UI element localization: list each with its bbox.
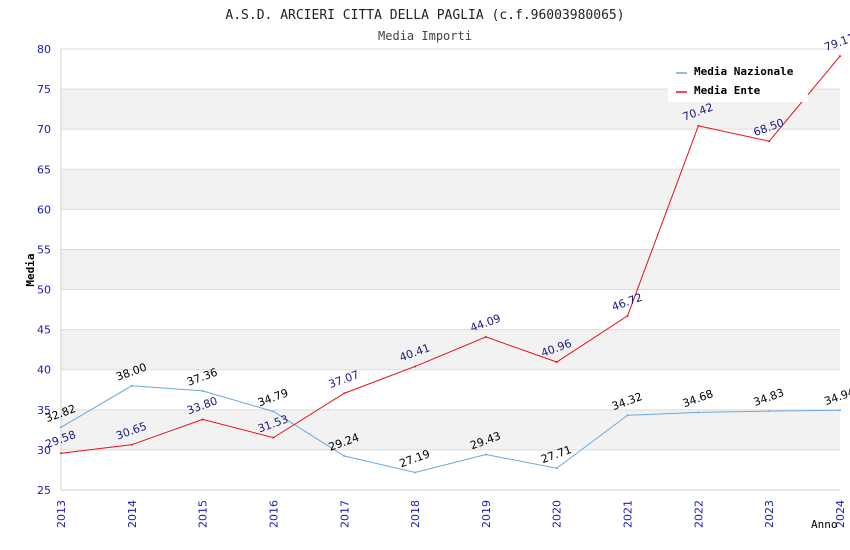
y-tick-label: 65 bbox=[37, 163, 51, 176]
data-point bbox=[130, 443, 133, 446]
data-point bbox=[201, 389, 204, 392]
data-label: 46.72 bbox=[610, 291, 644, 314]
data-label: 34.94 bbox=[823, 385, 850, 408]
data-point bbox=[130, 384, 133, 387]
data-label: 34.79 bbox=[256, 386, 290, 409]
legend-box bbox=[668, 60, 808, 102]
y-tick-label: 25 bbox=[37, 484, 51, 497]
x-tick-label: 2020 bbox=[551, 500, 564, 528]
axes bbox=[60, 49, 840, 491]
grid-band bbox=[61, 409, 840, 450]
x-tick-label: 2018 bbox=[409, 500, 422, 528]
x-axis-label: Anno bbox=[811, 518, 838, 531]
y-tick-label: 70 bbox=[37, 123, 51, 136]
data-point bbox=[626, 314, 629, 317]
data-point bbox=[839, 55, 841, 58]
data-point bbox=[201, 418, 204, 421]
y-tick-label: 45 bbox=[37, 324, 51, 337]
x-tick-label: 2019 bbox=[480, 500, 493, 528]
data-point bbox=[343, 392, 346, 395]
data-point bbox=[343, 455, 346, 458]
data-point bbox=[555, 361, 558, 364]
chart-subtitle: Media Importi bbox=[378, 29, 472, 43]
data-point bbox=[414, 471, 417, 474]
data-label: 79.11 bbox=[823, 31, 850, 54]
data-point bbox=[697, 124, 700, 127]
legend-label-media-ente: Media Ente bbox=[694, 84, 761, 97]
legend: Media Nazionale Media Ente bbox=[668, 60, 808, 102]
data-label: 27.19 bbox=[398, 447, 432, 470]
y-tick-label: 50 bbox=[37, 284, 51, 297]
grid-band bbox=[61, 329, 840, 370]
data-point bbox=[626, 414, 629, 417]
data-point bbox=[484, 335, 487, 338]
y-tick-label: 75 bbox=[37, 83, 51, 96]
y-tick-label: 80 bbox=[37, 43, 51, 56]
data-point bbox=[484, 453, 487, 456]
grid-band bbox=[61, 249, 840, 290]
data-point bbox=[60, 426, 62, 429]
y-tick-label: 40 bbox=[37, 364, 51, 377]
chart-title: A.S.D. ARCIERI CITTA DELLA PAGLIA (c.f.9… bbox=[225, 8, 624, 23]
data-point bbox=[768, 410, 771, 413]
x-tick-label: 2022 bbox=[692, 500, 705, 528]
x-tick-label: 2014 bbox=[126, 500, 139, 528]
legend-label-media-nazionale: Media Nazionale bbox=[694, 65, 794, 78]
x-tick-labels: 2013 2014 2015 2016 2017 2018 2019 2020 2021 2022… bbox=[55, 500, 847, 528]
series-line-media-nazionale bbox=[60, 385, 841, 473]
data-label: 34.83 bbox=[752, 386, 786, 409]
y-tick-label: 30 bbox=[37, 444, 51, 457]
y-tick-label: 55 bbox=[37, 243, 51, 256]
background-bands bbox=[61, 89, 840, 450]
x-tick-label: 2015 bbox=[197, 500, 210, 528]
data-point bbox=[839, 409, 841, 412]
data-point bbox=[768, 140, 771, 143]
data-point bbox=[555, 467, 558, 470]
series-line-media-ente bbox=[60, 55, 841, 454]
x-tick-label: 2016 bbox=[267, 500, 280, 528]
x-tick-label: 2017 bbox=[338, 500, 351, 528]
data-point bbox=[697, 411, 700, 414]
data-point bbox=[60, 452, 62, 455]
data-point bbox=[272, 410, 275, 413]
grid-band bbox=[61, 169, 840, 210]
data-point bbox=[414, 365, 417, 368]
y-tick-label: 60 bbox=[37, 203, 51, 216]
data-label: 37.07 bbox=[327, 368, 361, 391]
data-label: 34.68 bbox=[681, 387, 715, 410]
x-tick-label: 2023 bbox=[763, 500, 776, 528]
x-tick-label: 2013 bbox=[55, 500, 68, 528]
series-lines bbox=[60, 55, 841, 474]
x-tick-label: 2024 bbox=[834, 500, 847, 528]
x-tick-label: 2021 bbox=[622, 500, 635, 528]
y-tick-label: 35 bbox=[37, 404, 51, 417]
y-tick-labels: 25 30 35 40 45 50 55 60 65 70 75 80 bbox=[37, 43, 51, 497]
data-point bbox=[272, 436, 275, 439]
y-axis-label: Media bbox=[24, 253, 37, 286]
